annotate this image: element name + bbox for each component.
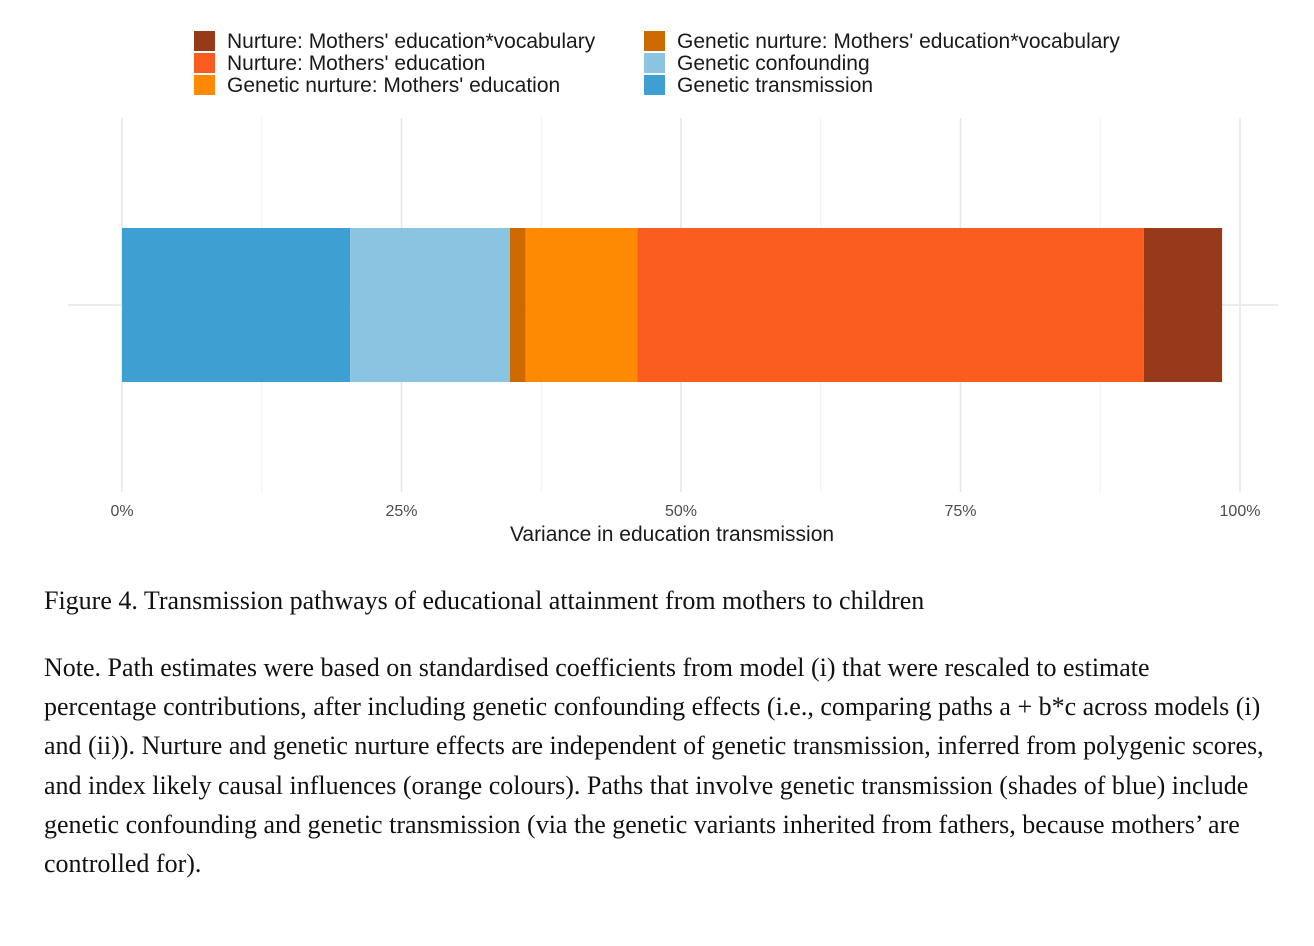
bar-segment <box>509 228 526 382</box>
bar-segment <box>637 228 1144 382</box>
bar-segments <box>122 228 1223 382</box>
legend-label: Nurture: Mothers' education <box>227 52 485 75</box>
x-tick-label: 75% <box>944 503 976 520</box>
bar-segment <box>525 228 638 382</box>
figure-note: Note. Path estimates were based on stand… <box>44 653 1264 879</box>
x-axis-ticks: 0% 25% 50% 75% 100% <box>110 503 1260 520</box>
bar-segment <box>350 228 510 382</box>
legend-label: Genetic confounding <box>677 52 870 75</box>
stacked-bar-chart: Nurture: Mothers' education*vocabulary Ge… <box>68 30 1278 546</box>
legend-label: Nurture: Mothers' education*vocabulary <box>227 30 596 53</box>
legend-key <box>644 53 665 73</box>
legend-key <box>644 31 665 51</box>
bar-segment <box>1143 228 1223 382</box>
legend-label: Genetic nurture: Mothers' education <box>227 74 560 97</box>
x-tick-label: 100% <box>1220 503 1261 520</box>
legend: Nurture: Mothers' education*vocabulary Ge… <box>194 30 1120 97</box>
legend-label: Genetic nurture: Mothers' education*voca… <box>677 30 1120 53</box>
x-tick-label: 25% <box>385 503 417 520</box>
x-tick-label: 50% <box>665 503 697 520</box>
x-tick-label: 0% <box>110 503 133 520</box>
legend-label: Genetic transmission <box>677 74 873 97</box>
x-axis-title: Variance in education transmission <box>510 523 834 546</box>
figure-caption: Figure 4. Transmission pathways of educa… <box>44 586 925 615</box>
bar-segment <box>122 228 351 382</box>
legend-key <box>644 75 665 95</box>
legend-key <box>194 31 215 51</box>
legend-key <box>194 53 215 73</box>
legend-key <box>194 75 215 95</box>
